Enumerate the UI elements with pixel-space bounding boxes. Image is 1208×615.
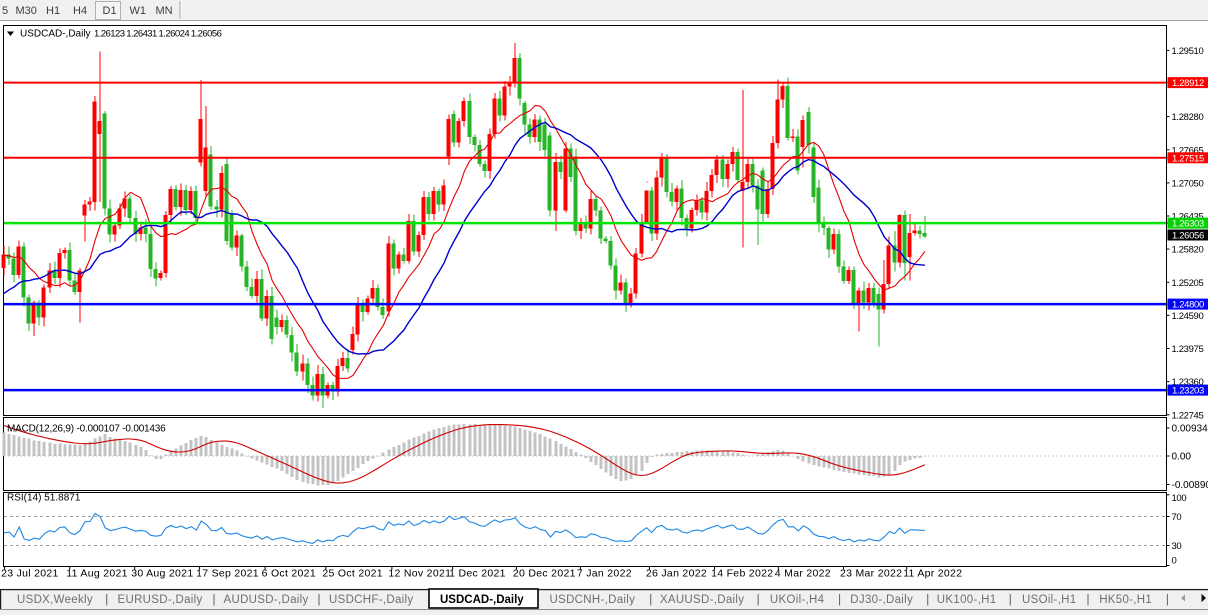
svg-text:|: |: [105, 594, 108, 606]
svg-text:1.26435: 1.26435: [1172, 212, 1204, 223]
svg-text:1.22745: 1.22745: [1172, 410, 1204, 421]
svg-text:11 Apr 2022: 11 Apr 2022: [903, 568, 962, 580]
svg-text:H1: H1: [46, 5, 60, 17]
svg-text:AUDUSD-,Daily: AUDUSD-,Daily: [224, 594, 309, 606]
svg-text:UKOil-,H4: UKOil-,H4: [770, 594, 825, 606]
svg-text:30: 30: [1172, 541, 1182, 552]
svg-text:USOil-,H1: USOil-,H1: [1022, 594, 1076, 606]
svg-text:D1: D1: [103, 5, 117, 17]
svg-text:|: |: [1009, 594, 1012, 606]
svg-text:MACD(12,26,9) -0.000107 -0.001: MACD(12,26,9) -0.000107 -0.001436: [7, 424, 166, 435]
svg-text:USDX,Weekly: USDX,Weekly: [17, 594, 93, 606]
svg-text:MN: MN: [156, 5, 173, 17]
svg-text:0.009345: 0.009345: [1172, 424, 1208, 435]
svg-text:23 Mar 2022: 23 Mar 2022: [840, 568, 902, 580]
svg-text:|: |: [649, 594, 652, 606]
svg-text:XAUUSD-,Daily: XAUUSD-,Daily: [660, 594, 744, 606]
svg-text:|: |: [1087, 594, 1090, 606]
svg-text:20 Dec 2021: 20 Dec 2021: [513, 568, 576, 580]
svg-text:7 Jan 2022: 7 Jan 2022: [577, 568, 632, 580]
svg-text:UK100-,H1: UK100-,H1: [937, 594, 997, 606]
svg-text:1.24800: 1.24800: [1172, 300, 1204, 311]
svg-text:1.29510: 1.29510: [1172, 46, 1204, 57]
svg-text:|: |: [838, 594, 841, 606]
svg-text:25 Oct 2021: 25 Oct 2021: [322, 568, 383, 580]
svg-text:1.26123 1.26431 1.26024 1.2605: 1.26123 1.26431 1.26024 1.26056: [94, 29, 222, 40]
svg-text:26 Jan 2022: 26 Jan 2022: [646, 568, 707, 580]
svg-text:70: 70: [1172, 512, 1182, 523]
svg-text:1 Dec 2021: 1 Dec 2021: [449, 568, 506, 580]
svg-text:1.26303: 1.26303: [1172, 219, 1204, 230]
svg-text:1.27050: 1.27050: [1172, 178, 1204, 189]
svg-text:0: 0: [1172, 556, 1177, 567]
svg-text:|: |: [1166, 594, 1169, 606]
svg-text:1.23203: 1.23203: [1172, 386, 1204, 397]
svg-text:1.27515: 1.27515: [1172, 153, 1204, 164]
svg-text:23 Jul 2021: 23 Jul 2021: [1, 568, 59, 580]
svg-text:-0.008902: -0.008902: [1172, 480, 1208, 491]
svg-text:14 Feb 2022: 14 Feb 2022: [711, 568, 773, 580]
svg-text:HK50-,H1: HK50-,H1: [1099, 594, 1152, 606]
svg-text:1.24590: 1.24590: [1172, 311, 1204, 322]
svg-text:1.23360: 1.23360: [1172, 377, 1204, 388]
svg-text:USDCNH-,Daily: USDCNH-,Daily: [550, 594, 636, 606]
svg-text:6 Oct 2021: 6 Oct 2021: [262, 568, 316, 580]
svg-text:|: |: [318, 594, 321, 606]
svg-text:1.25820: 1.25820: [1172, 245, 1204, 256]
svg-text:0.00: 0.00: [1172, 452, 1192, 463]
svg-text:DJ30-,Daily: DJ30-,Daily: [850, 594, 913, 606]
svg-text:1.28280: 1.28280: [1172, 112, 1204, 123]
svg-text:1.23975: 1.23975: [1172, 344, 1204, 355]
svg-text:USDCAD-,Daily: USDCAD-,Daily: [20, 29, 91, 40]
svg-text:USDCAD-,Daily: USDCAD-,Daily: [440, 594, 524, 606]
svg-text:11 Aug 2021: 11 Aug 2021: [66, 568, 128, 580]
svg-text:5: 5: [2, 5, 8, 17]
svg-text:17 Sep 2021: 17 Sep 2021: [196, 568, 259, 580]
svg-text:1.28912: 1.28912: [1172, 78, 1204, 89]
svg-text:|: |: [926, 594, 929, 606]
svg-text:|: |: [213, 594, 216, 606]
svg-text:RSI(14) 51.8871: RSI(14) 51.8871: [7, 493, 81, 504]
svg-text:W1: W1: [130, 5, 147, 17]
svg-text:1.27665: 1.27665: [1172, 145, 1204, 156]
svg-text:4 Mar 2022: 4 Mar 2022: [775, 568, 831, 580]
svg-text:USDCHF-,Daily: USDCHF-,Daily: [329, 594, 413, 606]
svg-text:12 Nov 2021: 12 Nov 2021: [388, 568, 451, 580]
svg-text:1.26056: 1.26056: [1172, 231, 1204, 242]
svg-text:30 Aug 2021: 30 Aug 2021: [131, 568, 193, 580]
svg-text:M30: M30: [16, 5, 37, 17]
svg-text:1.25205: 1.25205: [1172, 278, 1204, 289]
svg-text:EURUSD-,Daily: EURUSD-,Daily: [118, 594, 203, 606]
svg-text:|: |: [757, 594, 760, 606]
svg-text:100: 100: [1172, 493, 1187, 504]
svg-text:H4: H4: [73, 5, 87, 17]
